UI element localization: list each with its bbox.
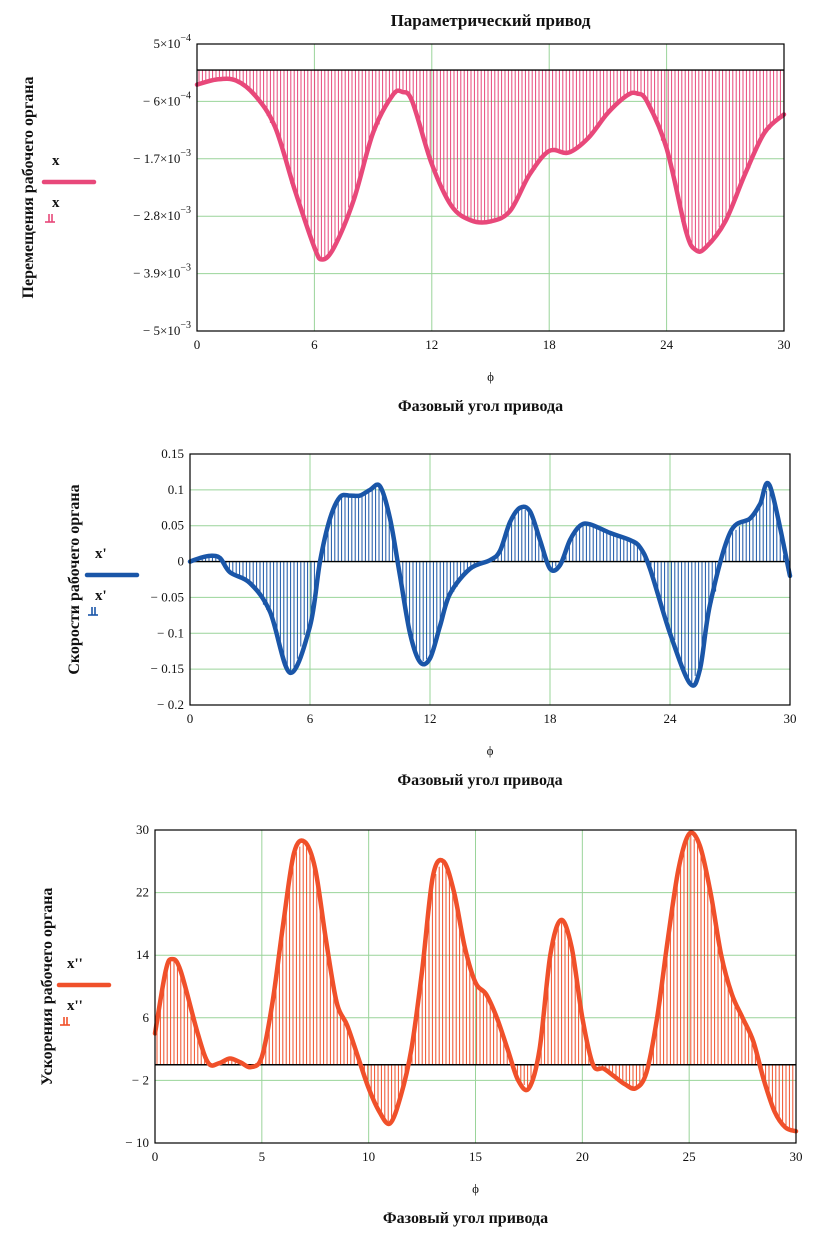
y-tick-label: 22: [136, 885, 149, 900]
y-tick-label: 0: [178, 554, 185, 569]
legend: x' x': [84, 546, 140, 616]
series-line: [187, 481, 793, 688]
x-tick-label: 5: [259, 1149, 266, 1164]
y-tick-label: 5×10−4: [154, 33, 191, 51]
y-axis-title: Ускорения рабочего органа: [39, 888, 56, 1086]
y-tick-label: 0.15: [161, 446, 184, 461]
x-tick-label: 25: [683, 1149, 696, 1164]
legend-label-line: x': [95, 546, 107, 562]
series-line: [194, 76, 787, 262]
plot-frame: [196, 43, 785, 332]
chart-1: Параметрический привод 5×10−4 − 6×10−4 − 1.…: [20, 11, 791, 415]
x-tick-label: 20: [576, 1149, 589, 1164]
y-tick-label: 14: [136, 947, 150, 962]
chart-3: 30 22 14 6 − 2 − 100 5 10 15 20 25 30 ϕ Фазовый угол …: [39, 822, 803, 1227]
x-tick-label: 24: [660, 337, 674, 352]
y-tick-label: 0.05: [161, 518, 184, 533]
gridlines: [197, 44, 784, 331]
x-tick-label: 6: [307, 711, 314, 726]
legend: x'' x'': [56, 956, 112, 1026]
stem-series: [156, 834, 794, 1131]
y-tick-label: 6: [143, 1010, 150, 1025]
y-tick-label: − 6×10−4: [143, 90, 191, 108]
y-tick-label: − 2.8×10−3: [133, 205, 191, 223]
x-tick-label: 18: [544, 711, 557, 726]
x-tick-label: 0: [187, 711, 194, 726]
y-tick-label: − 2: [132, 1072, 149, 1087]
y-axis-title: Скорости рабочего органа: [66, 484, 83, 674]
x-variable: ϕ: [487, 743, 494, 758]
stem-series: [198, 70, 785, 260]
x-tick-label: 10: [362, 1149, 375, 1164]
x-tick-label: 12: [424, 711, 437, 726]
legend-label-stem: x: [52, 195, 60, 211]
x-tick-label: 15: [469, 1149, 482, 1164]
x-tick-label: 18: [543, 337, 556, 352]
legend-label-line: x'': [67, 956, 83, 972]
y-tick-label: − 0.15: [151, 661, 184, 676]
x-tick-label: 24: [664, 711, 678, 726]
chart-title: Параметрический привод: [391, 11, 591, 30]
x-tick-label: 30: [784, 711, 797, 726]
series-line: [152, 830, 799, 1134]
x-tick-label: 0: [194, 337, 201, 352]
y-tick-label: − 3.9×10−3: [133, 263, 191, 281]
legend-label-line: x: [52, 153, 60, 169]
x-variable: ϕ: [472, 1181, 479, 1196]
plot-frame: [189, 453, 791, 706]
x-axis-title: Фазовый угол привода: [383, 1210, 548, 1227]
plot-frame: [154, 829, 797, 1144]
x-axis-title: Фазовый угол привода: [398, 398, 563, 415]
legend-label-stem: x'': [67, 998, 83, 1014]
y-tick-label: − 5×10−3: [143, 320, 191, 338]
y-tick-label: − 0.1: [157, 625, 184, 640]
x-tick-label: 30: [790, 1149, 803, 1164]
legend-label-stem: x': [95, 588, 107, 604]
x-tick-label: 30: [778, 337, 791, 352]
y-tick-label: 0.1: [168, 482, 184, 497]
y-tick-label: 30: [136, 822, 149, 837]
x-variable: ϕ: [487, 369, 494, 384]
x-tick-label: 6: [311, 337, 318, 352]
y-tick-label: − 0.05: [151, 589, 184, 604]
legend: xx: [41, 153, 97, 223]
x-axis-title: Фазовый угол привода: [397, 772, 562, 789]
chart-2: 0.150.10.050− 0.05− 0.1− 0.15− 0.20 6 12 18…: [66, 446, 797, 789]
x-tick-label: 12: [425, 337, 438, 352]
y-axis-title: Перемещения рабочего органа: [20, 77, 37, 299]
y-tick-label: − 10: [125, 1135, 149, 1150]
y-tick-label: − 0.2: [157, 697, 184, 712]
y-tick-label: − 1.7×10−3: [133, 148, 191, 166]
x-tick-label: 0: [152, 1149, 159, 1164]
